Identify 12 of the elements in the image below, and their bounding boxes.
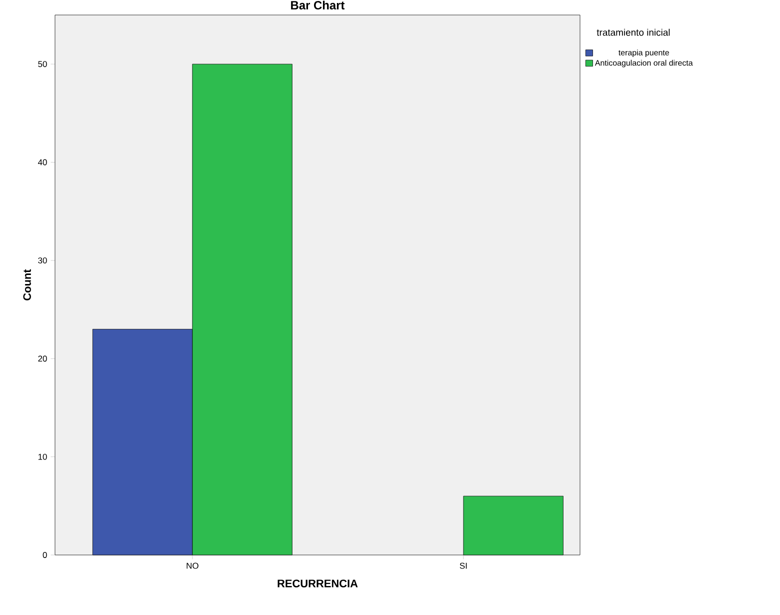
y-tick-label: 10	[38, 454, 47, 460]
x-tick-label: NO	[186, 562, 198, 569]
chart-title: Bar Chart	[291, 0, 345, 10]
y-tick-label: 50	[38, 61, 47, 68]
y-axis-title: Count	[23, 269, 31, 300]
y-tick-label: 0	[42, 552, 47, 558]
x-axis-title: RECURRENCIA	[278, 580, 358, 588]
legend-title: tratamiento inicial	[596, 28, 670, 36]
y-tick-label: 30	[38, 257, 47, 264]
y-tick-label: 40	[38, 159, 47, 166]
y-tick-label: 20	[38, 356, 47, 362]
x-tick-label: SI	[460, 562, 467, 569]
